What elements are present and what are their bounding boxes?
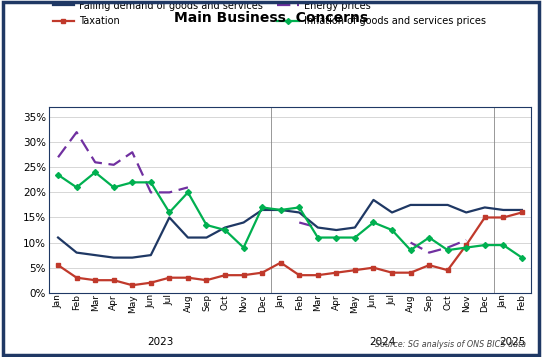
Text: Source: SG analysis of ONS BICS data: Source: SG analysis of ONS BICS data xyxy=(375,340,526,349)
Text: Main Business  Concerns: Main Business Concerns xyxy=(174,11,368,25)
Text: 2025: 2025 xyxy=(499,337,526,347)
Text: 2024: 2024 xyxy=(370,337,396,347)
Text: 2023: 2023 xyxy=(147,337,173,347)
Legend: Falling demand of goods and services, Taxation, Energy prices, Inflation of good: Falling demand of goods and services, Ta… xyxy=(49,0,489,30)
